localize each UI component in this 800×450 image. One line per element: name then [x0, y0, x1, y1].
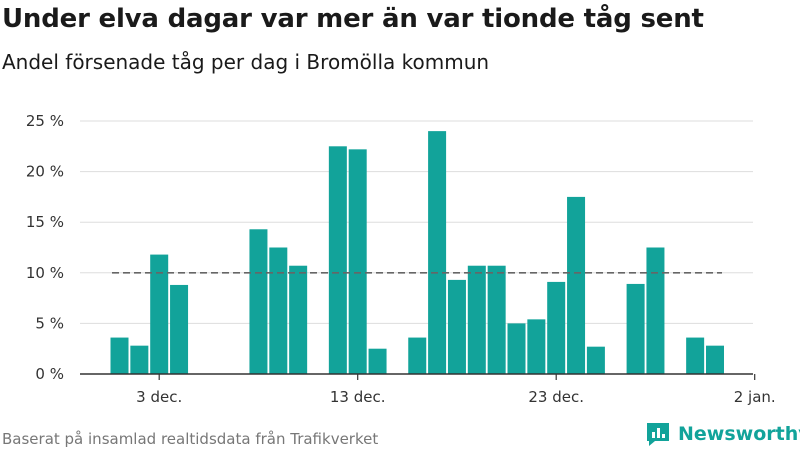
y-tick-label: 10 %	[26, 264, 64, 282]
x-tick-label: 3 dec.	[136, 388, 182, 406]
chart-title: Under elva dagar var mer än var tionde t…	[2, 4, 704, 34]
bar	[368, 348, 387, 374]
bar	[130, 345, 149, 374]
bar	[428, 131, 447, 374]
bar	[686, 337, 705, 374]
bar	[547, 281, 566, 374]
bar	[586, 346, 605, 374]
y-tick-label: 15 %	[26, 213, 64, 231]
bar	[487, 265, 506, 374]
bar	[249, 229, 268, 374]
bar	[289, 265, 308, 374]
source-note: Baserat på insamlad realtidsdata från Tr…	[2, 430, 379, 448]
x-tick-label: 2 jan.	[734, 388, 776, 406]
bar	[348, 149, 367, 374]
bar	[328, 146, 347, 374]
bar	[170, 284, 189, 374]
x-tick-label: 23 dec.	[528, 388, 584, 406]
y-tick-label: 0 %	[35, 365, 64, 383]
bar	[269, 247, 288, 374]
bar	[507, 323, 526, 374]
y-tick-label: 5 %	[35, 314, 64, 332]
bar	[408, 337, 427, 374]
bar	[646, 247, 665, 374]
y-tick-label: 20 %	[26, 163, 64, 181]
brand-name: Newsworthy	[678, 423, 800, 445]
bar	[467, 265, 486, 374]
x-tick-label: 13 dec.	[330, 388, 386, 406]
bar	[567, 196, 586, 374]
bar	[150, 254, 169, 374]
chart-subtitle: Andel försenade tåg per dag i Bromölla k…	[2, 50, 490, 74]
bar-chart-logo-icon	[647, 423, 669, 446]
bar	[447, 279, 466, 374]
bar	[110, 337, 129, 374]
newsworthy-logo: Newsworthy	[644, 420, 800, 448]
bar	[626, 283, 645, 374]
bar	[527, 319, 546, 374]
y-tick-label: 25 %	[26, 112, 64, 130]
bar	[706, 345, 724, 374]
